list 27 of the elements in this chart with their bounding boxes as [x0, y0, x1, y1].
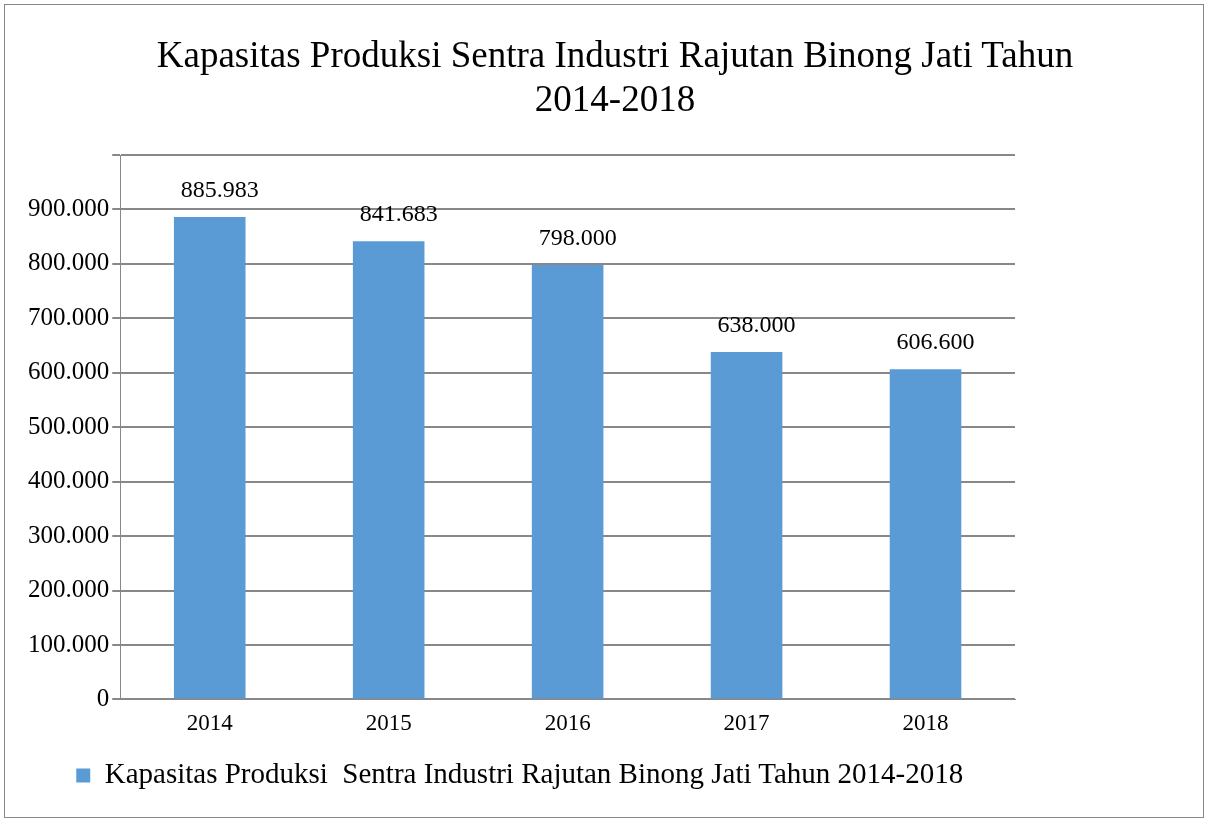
- data-label: 841.683: [359, 200, 438, 227]
- y-tick-label: 200.000: [28, 575, 110, 603]
- y-tick-label: 900.000: [28, 194, 110, 221]
- x-tick-label: 2016: [544, 710, 591, 736]
- y-tick-label: 500.000: [28, 411, 110, 439]
- bar: [710, 352, 783, 699]
- y-tick-label: 100.000: [28, 629, 110, 657]
- bar: [531, 264, 604, 699]
- data-label: 606.600: [896, 328, 975, 355]
- legend-label: Kapasitas Produksi Sentra Industri Rajutan Binong Jati Tahun 2014-2018: [104, 757, 964, 790]
- x-tick-label: 2015: [365, 710, 412, 736]
- data-label: 798.000: [538, 224, 617, 251]
- x-tick-label: 2018: [902, 710, 949, 736]
- y-tick-label: 700.000: [28, 302, 110, 330]
- data-label: 638.000: [717, 311, 796, 338]
- bar: [889, 369, 962, 699]
- y-tick-label: 800.000: [28, 248, 110, 276]
- x-tick-label: 2017: [723, 710, 770, 736]
- y-tick-label: 600.000: [28, 357, 110, 385]
- y-tick-label: 0: [96, 683, 110, 711]
- y-tick-label: 300.000: [28, 520, 110, 548]
- bar: [173, 217, 246, 699]
- chart-title: Kapasitas Produksi Sentra Industri Rajutan Binong Jati Tahun 2014-2018: [155, 33, 1075, 121]
- x-tick-label: 2014: [186, 710, 234, 736]
- data-label: 885.983: [180, 176, 259, 203]
- y-tick-label: 400.000: [28, 466, 110, 494]
- bar: [352, 241, 425, 699]
